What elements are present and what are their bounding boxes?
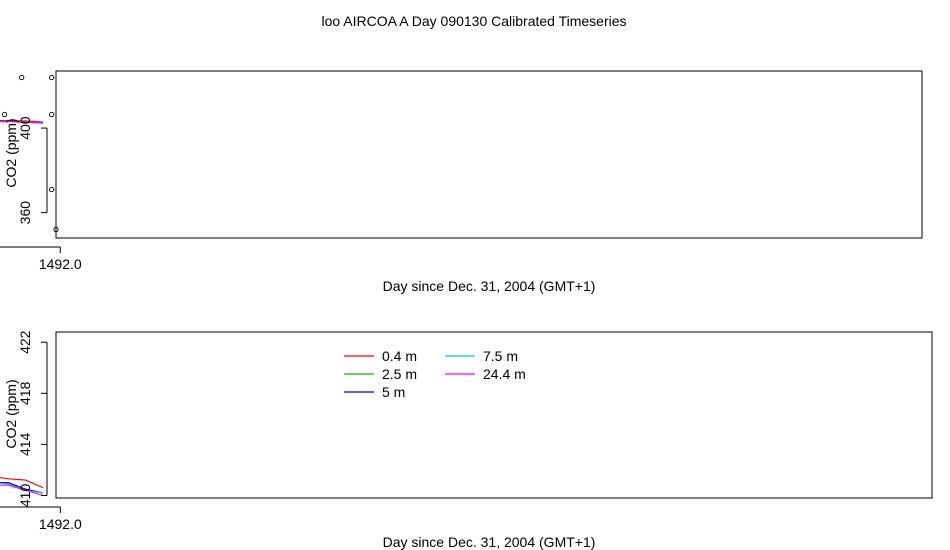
bottom-x-axis-label: Day since Dec. 31, 2004 (GMT+1) bbox=[383, 534, 596, 550]
bottom-y-tick-label: 410 bbox=[17, 484, 33, 508]
bottom-panel: 1491.01491.21491.41491.61491.81492.0 410… bbox=[0, 330, 933, 550]
legend-label-2-5-m: 2.5 m bbox=[382, 366, 417, 382]
legend-label-7-5-m: 7.5 m bbox=[483, 348, 518, 364]
reference-point bbox=[19, 74, 25, 81]
top-x-axis: 1491.01491.21491.41491.61491.81492.0 bbox=[0, 246, 82, 272]
top-y-axis-label: CO2 (ppm) bbox=[3, 118, 19, 187]
top-x-tick-label: 1492.0 bbox=[39, 256, 82, 272]
bottom-plot-frame bbox=[55, 331, 933, 499]
top-x-axis-label: Day since Dec. 31, 2004 (GMT+1) bbox=[383, 278, 596, 294]
reference-point bbox=[1, 111, 8, 118]
top-reference-points bbox=[1, 74, 59, 233]
bottom-y-axis: 410 414 418 422 bbox=[17, 330, 48, 508]
top-y-axis: 360 400 bbox=[17, 116, 48, 225]
reference-point bbox=[49, 186, 55, 193]
chart-title: loo AIRCOA A Day 090130 Calibrated Times… bbox=[321, 13, 626, 29]
top-panel: 1491.01491.21491.41491.61491.81492.0 360… bbox=[0, 70, 923, 294]
bottom-y-tick-label: 414 bbox=[17, 432, 33, 456]
legend-label-5-m: 5 m bbox=[382, 384, 405, 400]
bottom-x-axis: 1491.01491.21491.41491.61491.81492.0 bbox=[0, 506, 82, 532]
legend-label-0-4-m: 0.4 m bbox=[382, 348, 417, 364]
reference-point bbox=[53, 226, 59, 233]
bottom-y-tick-label: 418 bbox=[17, 381, 33, 405]
bottom-x-tick-label: 1492.0 bbox=[39, 516, 82, 532]
top-y-tick-label: 400 bbox=[17, 116, 33, 140]
bottom-y-tick-label: 422 bbox=[17, 330, 33, 354]
top-plot-frame bbox=[55, 70, 923, 239]
legend-label-24-4-m: 24.4 m bbox=[483, 366, 526, 382]
top-y-tick-label: 360 bbox=[17, 201, 33, 225]
reference-point bbox=[49, 74, 55, 81]
bottom-y-axis-label: CO2 (ppm) bbox=[3, 379, 19, 448]
reference-point bbox=[49, 111, 55, 118]
legend: 0.4 m 2.5 m 5 m 7.5 m 24.4 m bbox=[344, 348, 526, 400]
